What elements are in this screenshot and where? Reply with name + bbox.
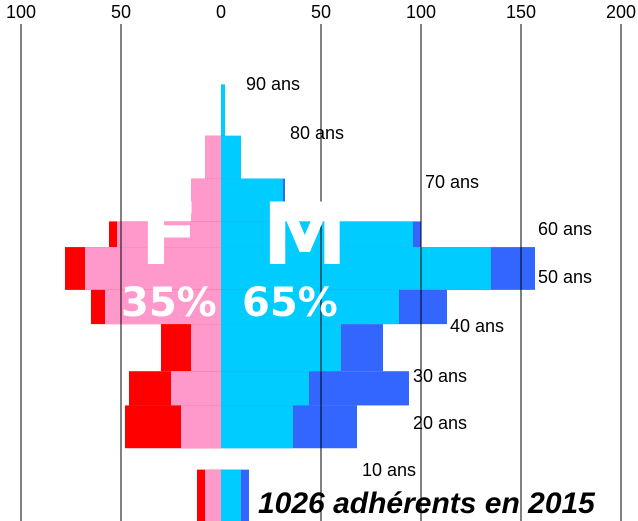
male-bar-inner-2 bbox=[221, 178, 283, 222]
male-bar-inner-10 bbox=[221, 469, 241, 521]
male-bar-inner-5 bbox=[221, 289, 399, 325]
age-label: 30 ans bbox=[413, 366, 467, 386]
grid-lines bbox=[20, 24, 622, 521]
female-bar-inner-7 bbox=[171, 371, 221, 406]
x-tick-label: 100 bbox=[406, 2, 436, 22]
age-label: 40 ans bbox=[450, 316, 504, 336]
age-label: 20 ans bbox=[413, 413, 467, 433]
x-tick-label: 50 bbox=[111, 2, 131, 22]
age-label: 10 ans bbox=[362, 460, 416, 480]
female-bar-inner-6 bbox=[191, 324, 221, 372]
male-percentage: 65% bbox=[242, 280, 338, 326]
female-bar-inner-1 bbox=[205, 135, 221, 179]
female-bar-inner-10 bbox=[205, 469, 221, 521]
age-label: 50 ans bbox=[538, 267, 592, 287]
chart-caption: 1026 adhérents en 2015 bbox=[258, 487, 596, 520]
male-bar-inner-0 bbox=[221, 84, 225, 136]
female-letter: F bbox=[140, 185, 199, 285]
male-bar-inner-6 bbox=[221, 324, 341, 372]
age-labels: 90 ans 80 ans 70 ans 60 ans 50 ans 40 ans 30 a… bbox=[246, 74, 592, 480]
age-label: 60 ans bbox=[538, 219, 592, 239]
x-tick-labels: 100 50 0 50 100 150 200 bbox=[6, 2, 636, 22]
age-label: 70 ans bbox=[425, 172, 479, 192]
male-bar-inner-1 bbox=[221, 135, 241, 179]
age-label: 90 ans bbox=[246, 74, 300, 94]
x-tick-label: 150 bbox=[506, 2, 536, 22]
female-percentage: 35% bbox=[121, 280, 217, 326]
male-bar-inner-8 bbox=[221, 405, 293, 449]
male-letter: M bbox=[262, 185, 348, 285]
x-tick-label: 200 bbox=[606, 2, 636, 22]
x-tick-label: 100 bbox=[6, 2, 36, 22]
female-bar-inner-8 bbox=[181, 405, 221, 449]
bars-group bbox=[65, 84, 535, 521]
male-bar-inner-3 bbox=[221, 221, 413, 248]
x-tick-label: 50 bbox=[311, 2, 331, 22]
male-bar-inner-4 bbox=[221, 247, 491, 290]
age-label: 80 ans bbox=[290, 123, 344, 143]
female-bar-inner-2 bbox=[191, 178, 221, 222]
female-bar-inner-4 bbox=[85, 247, 221, 290]
x-tick-label: 0 bbox=[216, 2, 226, 22]
female-bar-inner-3 bbox=[117, 221, 221, 248]
male-bar-inner-7 bbox=[221, 371, 309, 406]
female-bar-inner-5 bbox=[105, 289, 221, 325]
